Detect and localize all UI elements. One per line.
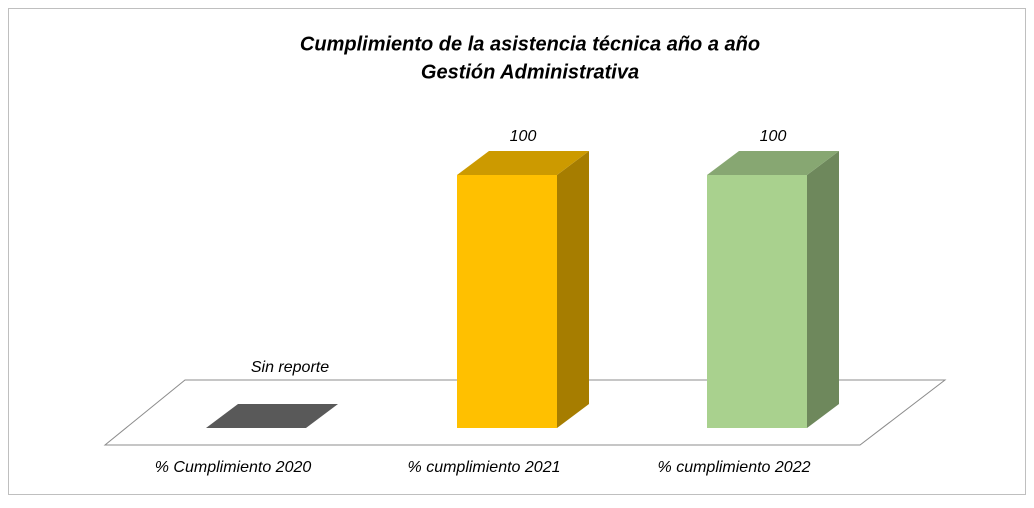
bar [457,175,557,428]
x-tick-label: % cumplimiento 2022 [658,459,811,476]
value-label: 100 [510,128,537,145]
value-label: 100 [760,128,787,145]
bar-top [206,404,338,428]
annotation: Sin reporte [251,359,329,376]
bar-top [707,151,839,175]
bar-top [457,151,589,175]
chart-subtitle: Gestión Administrativa [421,61,639,83]
chart-title: Cumplimiento de la asistencia técnica añ… [300,33,760,55]
x-tick-label: % Cumplimiento 2020 [155,459,312,476]
bar [707,175,807,428]
bar-side [557,151,589,428]
bar-side [807,151,839,428]
x-tick-label: % cumplimiento 2021 [408,459,561,476]
